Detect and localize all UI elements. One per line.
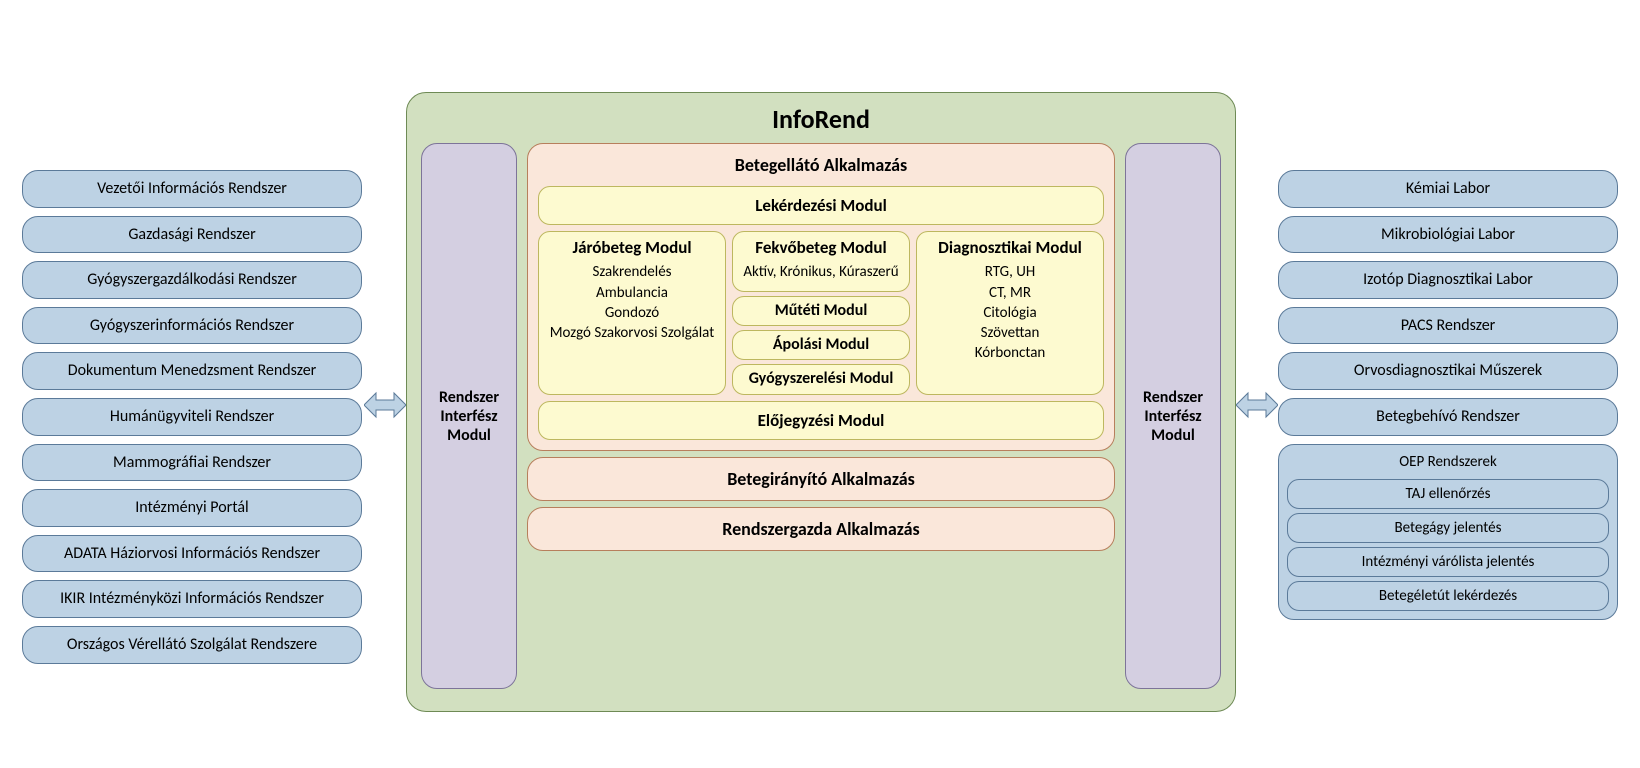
mini-module: Ápolási Modul [732,330,910,360]
oep-title: OEP Rendszerek [1287,451,1609,475]
patient-routing-application: Betegirányító Alkalmazás [527,457,1115,501]
applications-column: Betegellátó Alkalmazás Lekérdezési Modul… [527,143,1115,689]
left-system-pill: Országos Vérellátó Szolgálat Rendszere [22,626,362,664]
left-system-pill: Dokumentum Menedzsment Rendszer [22,352,362,390]
inforend-body: Rendszer Interfész Modul Betegellátó Alk… [421,143,1221,689]
left-system-pill: Gyógyszerinformációs Rendszer [22,307,362,345]
module-line: CT, MR [921,283,1099,303]
outpatient-title: Járóbeteg Modul [543,238,721,258]
oep-sub-pill: Betegágy jelentés [1287,513,1609,543]
oep-sub-pill: TAJ ellenőrzés [1287,479,1609,509]
left-system-pill: Mammográfiai Rendszer [22,444,362,482]
right-system-pill: Kémiai Labor [1278,170,1618,208]
module-line: Kórbonctan [921,343,1099,363]
left-system-pill: Intézményi Portál [22,489,362,527]
arrow-left-icon [364,390,406,420]
mini-module: Műtéti Modul [732,296,910,326]
patient-care-application: Betegellátó Alkalmazás Lekérdezési Modul… [527,143,1115,451]
module-line: Szövettan [921,323,1099,343]
right-system-pill: PACS Rendszer [1278,307,1618,345]
outpatient-module: Járóbeteg Modul SzakrendelésAmbulanciaGo… [538,231,726,395]
left-systems-column: Vezetői Információs Rendszer Gazdasági Re… [22,170,362,664]
module-line: Aktív, Krónikus, Kúraszerű [737,262,905,282]
diagnostic-lines: RTG, UHCT, MRCitológiaSzövettanKórboncta… [921,262,1099,363]
inpatient-title: Fekvőbeteg Modul [737,238,905,258]
left-system-pill: IKIR Intézményközi Információs Rendszer [22,580,362,618]
left-system-pill: Vezetői Információs Rendszer [22,170,362,208]
right-system-pill: Orvosdiagnosztikai Műszerek [1278,352,1618,390]
inpatient-stack: Fekvőbeteg Modul Aktív, Krónikus, Kúrasz… [732,231,910,395]
module-line: Mozgó Szakorvosi Szolgálat [543,323,721,343]
oep-group: OEP Rendszerek TAJ ellenőrzés Betegágy jel… [1278,444,1618,620]
left-system-pill: Gyógyszergazdálkodási Rendszer [22,261,362,299]
module-line: Ambulancia [543,283,721,303]
oep-sub-pill: Betegéletút lekérdezés [1287,581,1609,611]
module-line: Szakrendelés [543,262,721,282]
module-line: Citológia [921,303,1099,323]
left-system-pill: Humánügyviteli Rendszer [22,398,362,436]
sysadmin-application: Rendszergazda Alkalmazás [527,507,1115,551]
outpatient-lines: SzakrendelésAmbulanciaGondozóMozgó Szako… [543,262,721,343]
interface-module-right: Rendszer Interfész Modul [1125,143,1221,689]
left-system-pill: Gazdasági Rendszer [22,216,362,254]
interface-module-label: Rendszer Interfész Modul [1132,388,1214,445]
oep-sub-pill: Intézményi várólista jelentés [1287,547,1609,577]
diagnostic-title: Diagnosztikai Modul [921,238,1099,258]
mini-module: Gyógyszerelési Modul [732,364,910,394]
patient-care-title: Betegellátó Alkalmazás [538,150,1104,180]
module-row: Járóbeteg Modul SzakrendelésAmbulanciaGo… [538,231,1104,395]
query-module: Lekérdezési Modul [538,186,1104,225]
inforend-container: InfoRend Rendszer Interfész Modul Betege… [406,92,1236,712]
inpatient-module: Fekvőbeteg Modul Aktív, Krónikus, Kúrasz… [732,231,910,292]
right-system-pill: Izotóp Diagnosztikai Labor [1278,261,1618,299]
interface-module-label: Rendszer Interfész Modul [428,388,510,445]
inpatient-lines: Aktív, Krónikus, Kúraszerű [737,262,905,282]
left-system-pill: ADATA Háziorvosi Információs Rendszer [22,535,362,573]
interface-module-left: Rendszer Interfész Modul [421,143,517,689]
right-system-pill: Betegbehívó Rendszer [1278,398,1618,436]
right-system-pill: Mikrobiológiai Labor [1278,216,1618,254]
inforend-title: InfoRend [421,103,1221,135]
diagnostic-module: Diagnosztikai Modul RTG, UHCT, MRCitológ… [916,231,1104,395]
booking-module: Előjegyzési Modul [538,401,1104,440]
module-line: RTG, UH [921,262,1099,282]
right-systems-column: Kémiai Labor Mikrobiológiai Labor Izotóp D… [1278,170,1618,620]
module-line: Gondozó [543,303,721,323]
arrow-right-icon [1236,390,1278,420]
architecture-diagram: Vezetői Információs Rendszer Gazdasági Re… [0,0,1640,768]
